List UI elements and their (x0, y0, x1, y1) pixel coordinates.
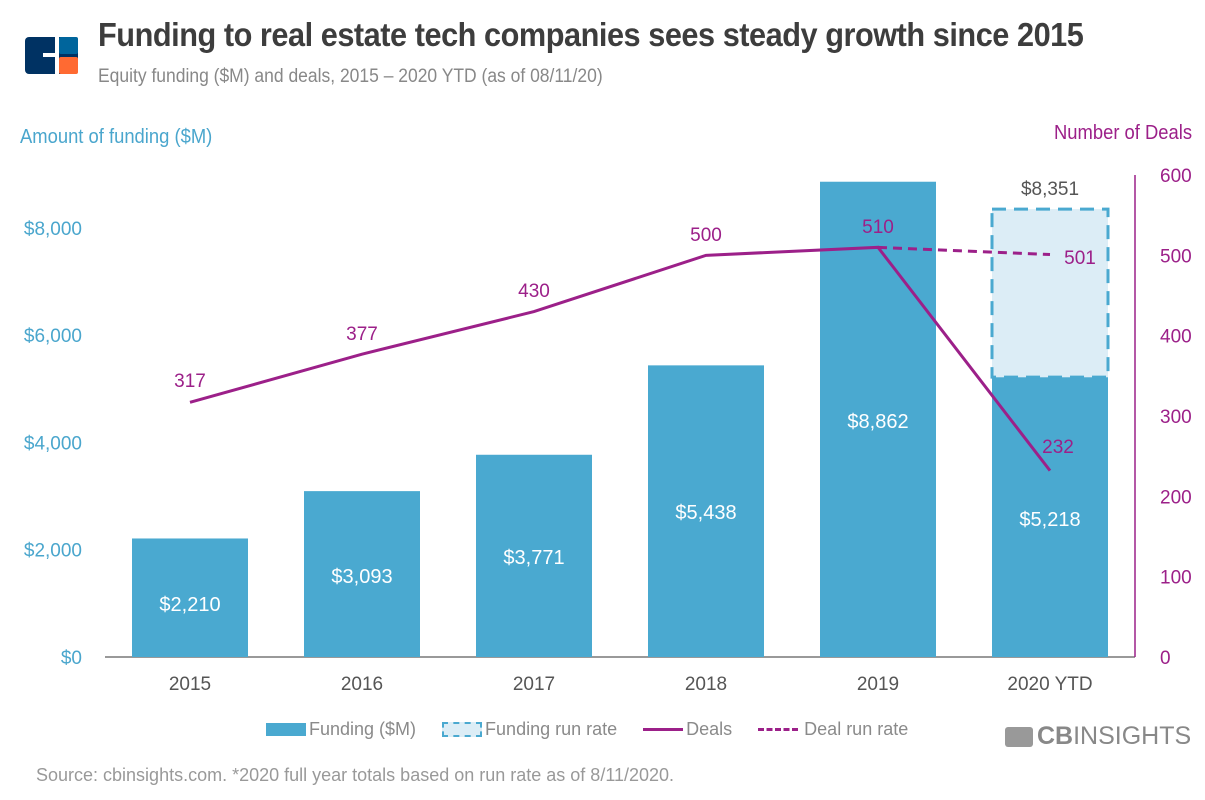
legend-item-deals: Deals (643, 719, 732, 740)
funding-bar-label: $5,218 (1019, 509, 1080, 531)
legend-item-funding: Funding ($M) (266, 719, 416, 740)
y2-tick-label: 400 (1160, 327, 1192, 348)
funding-bar-label: $5,438 (675, 502, 736, 524)
y-tick-label: $6,000 (24, 326, 82, 347)
x-tick-label: 2017 (513, 674, 555, 695)
y2-tick-label: 300 (1160, 407, 1192, 428)
y2-tick-label: 0 (1160, 648, 1171, 669)
funding-bar (476, 454, 592, 657)
x-tick-label: 2016 (341, 674, 383, 695)
cb-logo-icon (25, 37, 78, 74)
deals-line (189, 245, 1052, 472)
deals-label: 317 (174, 371, 206, 392)
funding-bar (132, 538, 248, 657)
deal-run-rate-label: 501 (1064, 248, 1096, 269)
x-tick-label: 2020 YTD (1007, 674, 1092, 695)
y-tick-label: $2,000 (24, 541, 82, 562)
run-rate-label: $8,351 (1021, 179, 1079, 200)
x-tick-label: 2019 (857, 674, 899, 695)
y-axis-label-right: Number of Deals (1053, 122, 1192, 144)
deals-label: 377 (346, 324, 378, 345)
cb-insights-brand: CB INSIGHTS (1005, 722, 1191, 751)
y-tick-label: $4,000 (24, 433, 82, 454)
funding-bar (820, 181, 936, 657)
y-axis-label-left: Amount of funding ($M) (20, 126, 213, 148)
x-tick-label: 2018 (685, 674, 727, 695)
funding-run-rate-bar (990, 207, 1110, 379)
deals-label: 232 (1042, 437, 1074, 458)
funding-bar (648, 365, 764, 657)
deal-run-rate-line (877, 245, 1051, 257)
deals-label: 430 (518, 281, 550, 302)
y2-tick-label: 100 (1160, 568, 1192, 589)
deals-label: 500 (690, 225, 722, 246)
chart-subtitle: Equity funding ($M) and deals, 2015 – 20… (98, 66, 603, 87)
y2-tick-label: 200 (1160, 487, 1192, 508)
funding-bar (304, 491, 420, 657)
legend: Funding ($M) Funding run rate Deals Deal… (266, 719, 934, 740)
source-note: Source: cbinsights.com. *2020 full year … (36, 765, 675, 785)
deals-label: 510 (862, 217, 894, 238)
funding-bar-label: $3,093 (331, 566, 392, 588)
y2-tick-label: 500 (1160, 246, 1192, 267)
y2-tick-label: 600 (1160, 166, 1192, 187)
funding-bar-label: $3,771 (503, 547, 564, 569)
funding-bar-label: $2,210 (159, 594, 220, 616)
legend-item-deal-run-rate: Deal run rate (758, 719, 908, 740)
funding-bar (992, 377, 1108, 657)
x-tick-label: 2015 (169, 674, 211, 695)
chart-title: Funding to real estate tech companies se… (98, 16, 1084, 53)
y-tick-label: $0 (61, 648, 82, 669)
funding-bar-label: $8,862 (847, 411, 908, 433)
cb-brand-icon (1005, 726, 1033, 747)
y-tick-label: $8,000 (24, 219, 82, 240)
legend-item-funding-run-rate: Funding run rate (442, 719, 617, 740)
